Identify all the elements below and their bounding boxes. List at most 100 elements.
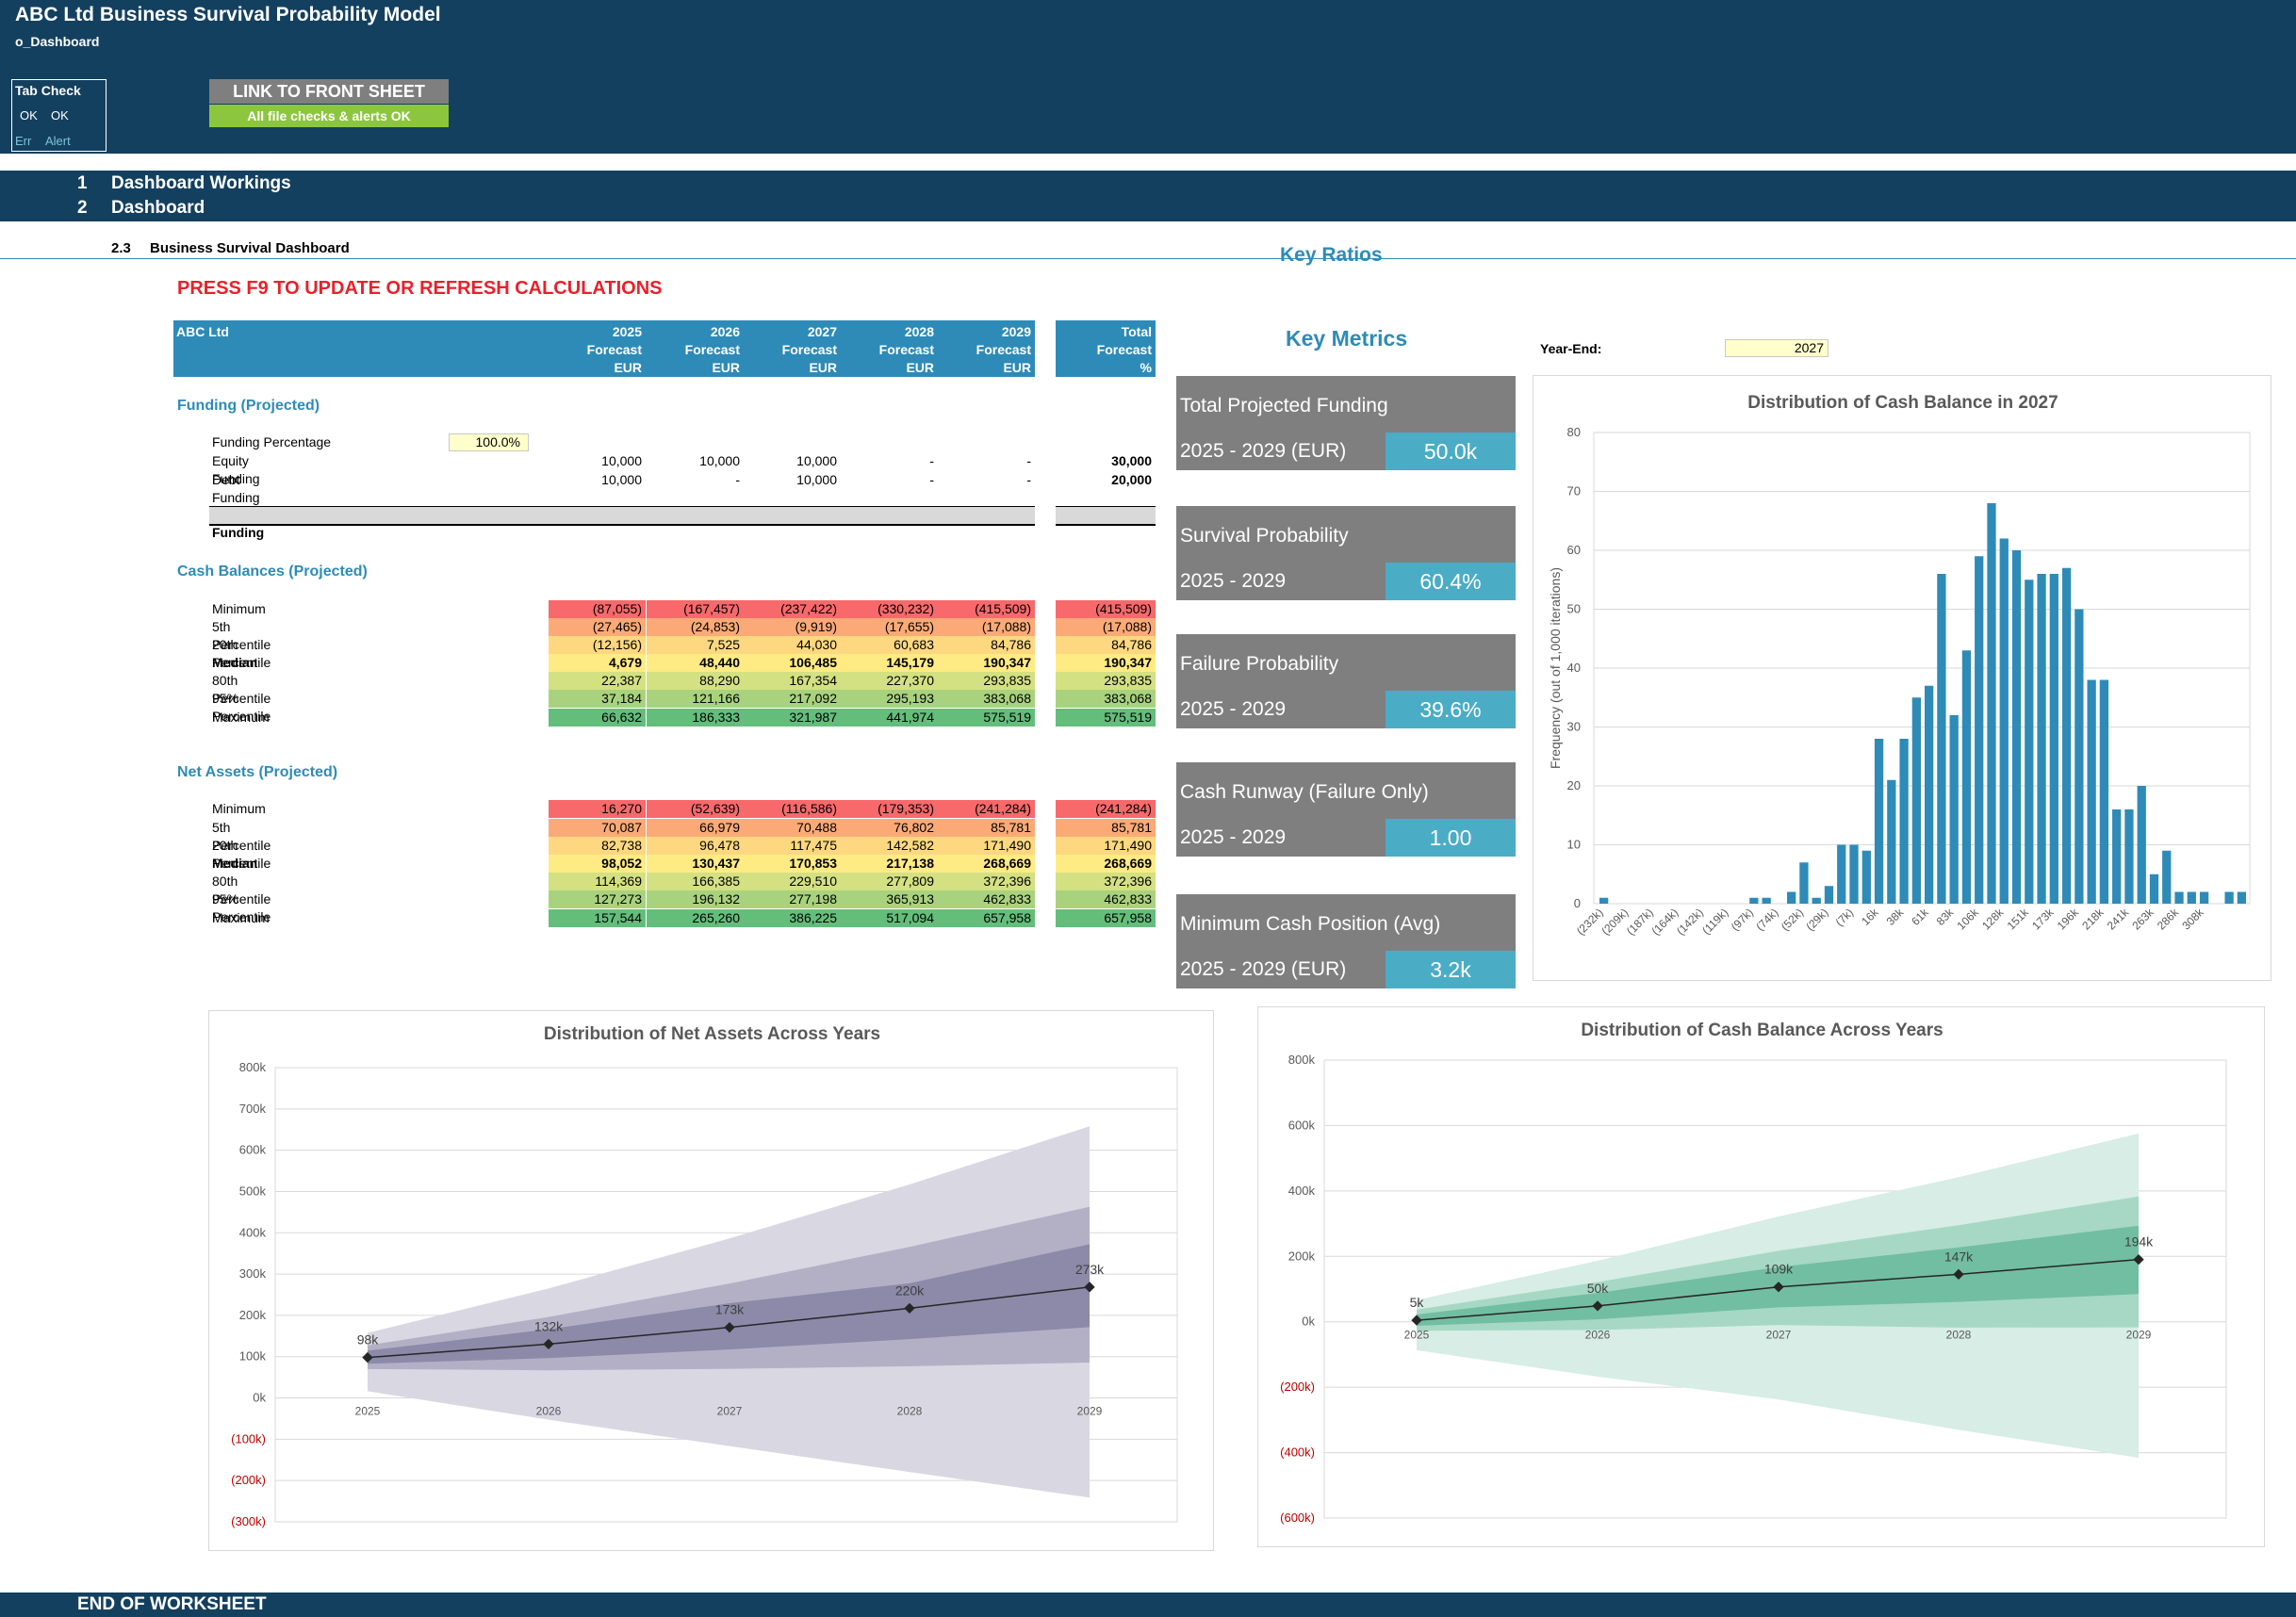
cash-balances-section-title: Cash Balances (Projected) [177, 564, 368, 580]
cell-value: (9,919) [744, 618, 841, 636]
cell-value: 386,225 [744, 909, 841, 927]
y-tick-label: 80 [1567, 425, 1581, 439]
tab-check-title: Tab Check [15, 83, 81, 98]
cell-value: (87,055) [549, 600, 646, 618]
x-tick-label: (52k) [1779, 906, 1806, 933]
cell-value: 295,193 [841, 690, 938, 708]
row-label: Median [212, 856, 258, 871]
model-title: ABC Ltd Business Survival Probability Mo… [15, 4, 441, 25]
total-header-line1: Total [1121, 324, 1152, 339]
cell-value: 462,833 [938, 890, 1035, 908]
metric-value: 3.2k [1386, 951, 1516, 988]
histogram-bar [1987, 503, 1996, 904]
cell-value: 70,488 [744, 819, 841, 837]
cell-value: 293,835 [938, 672, 1035, 690]
histogram-bar [1849, 844, 1859, 904]
y-tick-label: 500k [239, 1184, 267, 1198]
median-label: 132k [534, 1318, 564, 1333]
y-tick-label: 20 [1567, 778, 1581, 792]
table-header-company: ABC Ltd [173, 320, 1035, 377]
histogram-bar [2162, 850, 2172, 904]
histogram-bar [1812, 897, 1821, 904]
x-tick-label: 2028 [897, 1405, 923, 1418]
section-2-link[interactable]: Dashboard [111, 198, 205, 218]
histogram-bar [1599, 897, 1609, 904]
link-to-front-sheet-button[interactable]: LINK TO FRONT SHEET [209, 79, 449, 104]
cash-balance-histogram-panel: Distribution of Cash Balance in 2027 0 10… [1533, 375, 2271, 981]
year-end-input[interactable]: 2027 [1725, 339, 1829, 357]
cell-value: 517,094 [841, 909, 938, 927]
cell-value: 84,786 [938, 636, 1035, 654]
x-tick-label: 2026 [1585, 1329, 1611, 1342]
x-tick-label: 196k [2055, 906, 2082, 933]
histogram-bar [1861, 850, 1871, 904]
row-label: Median [212, 655, 258, 670]
cell-value: 114,369 [549, 873, 646, 890]
cash-balance-chart-title: Distribution of Cash Balance Across Year… [1581, 1021, 1943, 1040]
cell-value: 4,679 [549, 654, 646, 672]
histogram-bar [2011, 550, 2022, 904]
year-header-line3: EUR [906, 360, 934, 375]
histogram-bar [1887, 779, 1896, 904]
cell-total: 84,786 [1056, 636, 1156, 654]
funding-percentage-input[interactable]: 100.0% [449, 433, 529, 451]
median-marker [1411, 1315, 1422, 1326]
cell-value: 44,030 [744, 636, 841, 654]
y-tick-label: 600k [239, 1143, 267, 1157]
y-tick-label: 800k [239, 1060, 267, 1074]
cell-value: - [929, 472, 934, 487]
cell-total: 372,396 [1056, 873, 1156, 890]
net-assets-section-title: Net Assets (Projected) [177, 764, 338, 780]
x-tick-label: 38k [1884, 906, 1907, 928]
histogram-bar [2037, 574, 2046, 904]
cash-balance-fan-chart: 800k 600k 400k 200k 0k (200k) (400k) (600k) 5k 20… [1280, 1053, 2227, 1525]
section-1-link[interactable]: Dashboard Workings [111, 173, 291, 193]
cell-value: 227,370 [841, 672, 938, 690]
cell-value: (27,465) [549, 618, 646, 636]
cell-total: 85,781 [1056, 819, 1156, 837]
histogram-bar [1899, 739, 1909, 904]
x-tick-label: (7k) [1833, 906, 1857, 929]
row-label: 5th Percentile [212, 820, 271, 853]
y-tick-label: 600k [1288, 1118, 1316, 1132]
metric-label: Total Projected Funding [1180, 395, 1388, 416]
x-tick-label: (29k) [1803, 906, 1830, 933]
year-header-line2: Forecast [781, 342, 837, 357]
x-tick-label: 2025 [1404, 1329, 1430, 1342]
cell-value: 127,273 [549, 890, 646, 908]
y-tick-label: 10 [1567, 838, 1581, 852]
row-label: Minimum [212, 601, 266, 616]
metric-period: 2025 - 2029 [1180, 698, 1287, 720]
cell-value: 166,385 [647, 873, 744, 890]
subsection-title: Business Survival Dashboard [150, 240, 350, 256]
cell-value: (116,586) [744, 800, 841, 818]
cell-value: 186,333 [647, 709, 744, 727]
x-tick-label: 2029 [1077, 1405, 1103, 1418]
histogram-bar [1961, 650, 1972, 904]
row-label: 95% Percentile [212, 891, 271, 924]
section-navigation: 1 Dashboard Workings 2 Dashboard [0, 171, 2296, 221]
cell-value: 657,958 [938, 909, 1035, 927]
net-assets-chart-panel: Distribution of Net Assets Across Years … [208, 1010, 1214, 1551]
sheet-name: o_Dashboard [15, 34, 100, 49]
cell-total: 657,958 [1056, 909, 1156, 927]
tab-check-alert: Alert [45, 134, 71, 148]
median-marker [724, 1322, 735, 1333]
y-tick-label: 0k [253, 1391, 266, 1405]
cell-value: - [1026, 453, 1031, 468]
year-header-line1: 2026 [710, 324, 740, 339]
metric-period: 2025 - 2029 (EUR) [1180, 958, 1347, 980]
cell-total: 462,833 [1056, 890, 1156, 908]
year-header-line1: 2029 [1001, 324, 1031, 339]
histogram-bar [1874, 739, 1884, 904]
cell-total: 30,000 [1111, 453, 1152, 468]
key-metrics-title: Key Metrics [1286, 326, 1408, 351]
cash-balance-chart-panel: Distribution of Cash Balance Across Year… [1257, 1006, 2265, 1547]
median-label: 147k [1944, 1249, 1974, 1264]
histogram-bar [2099, 679, 2109, 904]
cell-value: 265,260 [647, 909, 744, 927]
x-tick-label: 106k [1955, 906, 1982, 933]
year-header-line3: EUR [712, 360, 740, 375]
x-tick-label: 2028 [1946, 1329, 1972, 1342]
cell-value: 372,396 [938, 873, 1035, 890]
